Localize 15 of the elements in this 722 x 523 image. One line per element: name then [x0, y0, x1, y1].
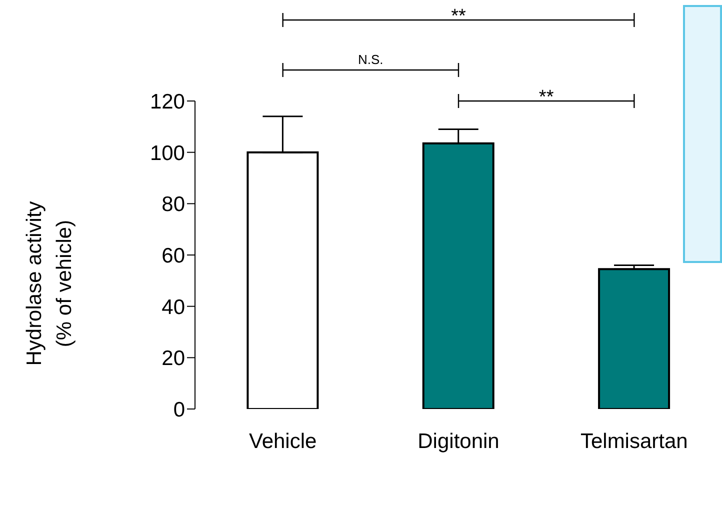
y-tick-label: 120	[150, 90, 185, 114]
y-tick-label: 20	[162, 347, 185, 370]
y-tick-label: 100	[150, 142, 185, 165]
y-tick-label: 0	[173, 398, 185, 422]
x-tick-label: Vehicle	[248, 430, 317, 453]
y-tick-label: 40	[162, 296, 185, 319]
y-tick-label: 80	[162, 193, 185, 216]
y-tick-label: 60	[162, 244, 185, 268]
x-tick-label: Telmisartan	[580, 430, 688, 453]
text: N.S.	[358, 52, 384, 67]
bar	[598, 268, 670, 409]
y-axis-title: Hydrolase activity (% of vehicle)	[23, 200, 76, 366]
text: **	[451, 6, 466, 27]
x-tick-label: Digitonin	[418, 430, 500, 453]
annotation: **	[538, 87, 554, 108]
